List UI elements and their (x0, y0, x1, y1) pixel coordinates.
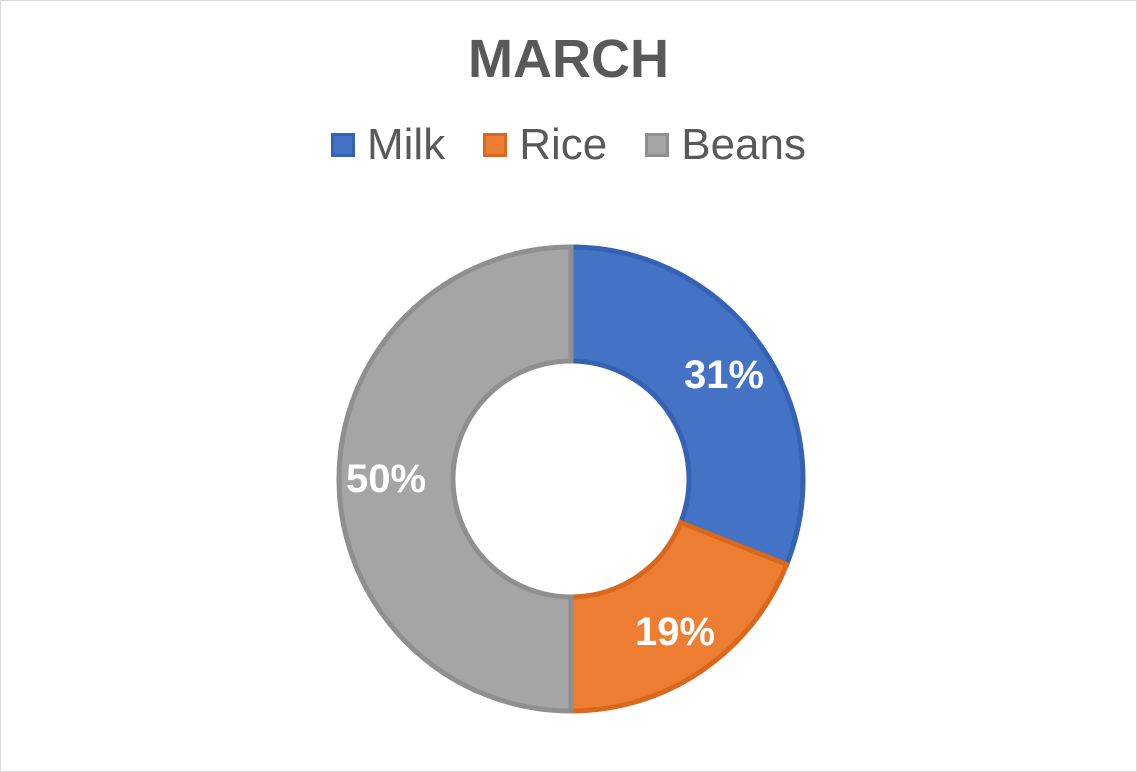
donut-slice-beans (336, 244, 574, 714)
donut-slice-milk (568, 244, 806, 568)
chart-title: MARCH (468, 29, 669, 89)
legend-swatch-rice (483, 133, 508, 157)
legend-swatch-beans (645, 133, 670, 157)
chart-legend: Milk Rice Beans (1, 119, 1136, 171)
legend-label-milk: Milk (367, 120, 446, 169)
data-label-rice: 19% (635, 610, 715, 654)
data-label-milk: 31% (684, 353, 764, 397)
legend-item-beans: Beans (645, 119, 806, 171)
donut-slice-rice (568, 519, 790, 714)
legend-label-beans: Beans (681, 120, 806, 169)
legend-label-rice: Rice (519, 120, 608, 169)
legend-swatch-milk (331, 133, 355, 157)
data-label-beans: 50% (346, 457, 426, 501)
legend-item-milk: Milk (331, 119, 445, 171)
legend-item-rice: Rice (483, 119, 607, 171)
